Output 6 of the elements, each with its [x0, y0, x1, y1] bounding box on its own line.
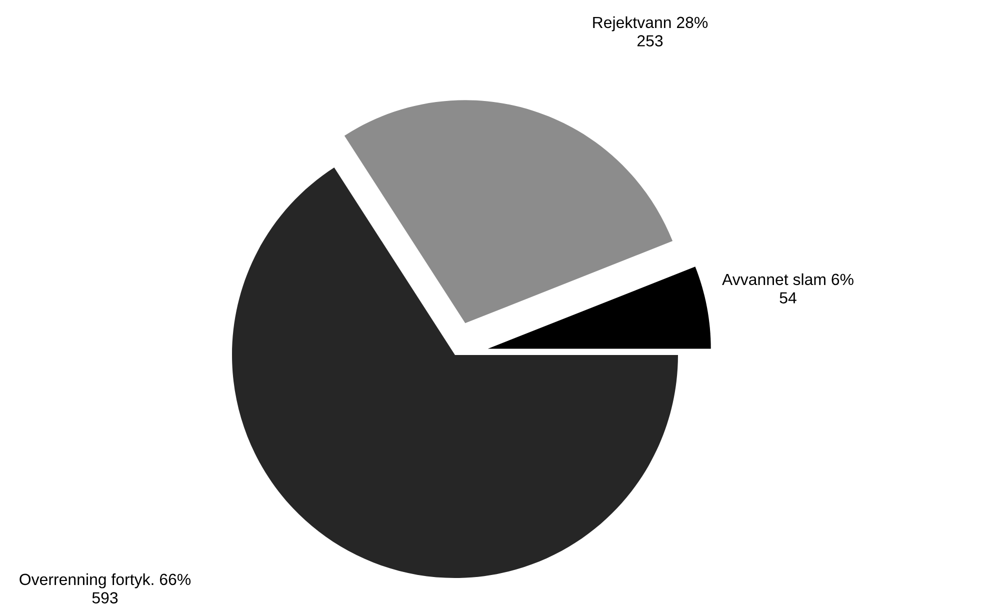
slice-label: Overrenning fortyk. 66% — [20, 573, 191, 588]
data-label: 593 — [92, 592, 118, 604]
slice-label: Rejektvann 28% — [593, 16, 708, 32]
data-label: 54 — [780, 292, 796, 304]
data-label: 253 — [637, 35, 663, 46]
slice-label: Avvannet slam 6% — [722, 273, 854, 286]
